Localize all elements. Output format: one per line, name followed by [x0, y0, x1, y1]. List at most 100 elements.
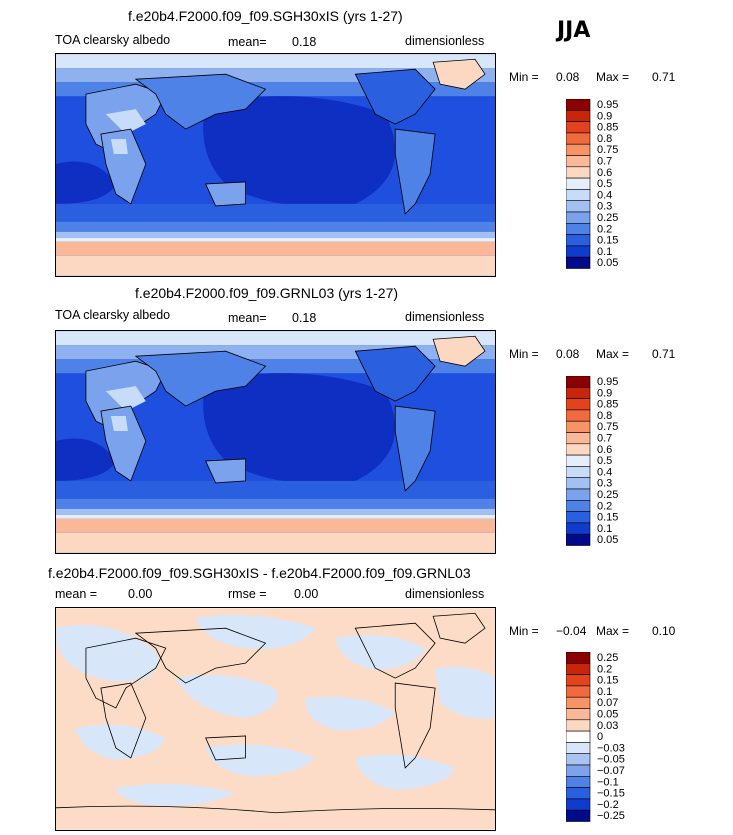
panel2-min-value: 0.08	[556, 347, 580, 361]
colorbar-tick-label: 0.05	[597, 534, 618, 546]
panel1-map	[55, 53, 496, 277]
colorbar-swatch	[566, 200, 591, 213]
panel3-max-value: 0.10	[652, 624, 676, 638]
colorbar-swatch	[566, 719, 591, 732]
colorbar-swatch	[566, 189, 591, 202]
colorbar-swatch	[566, 443, 591, 456]
colorbar-tick-label: 0.7	[597, 156, 612, 168]
colorbar-swatch	[566, 511, 591, 524]
panel1-max-label: Max =	[596, 70, 630, 84]
colorbar-swatch	[566, 132, 591, 145]
colorbar-swatch	[566, 420, 591, 433]
colorbar-tick-label: 0.7	[597, 433, 612, 445]
panel3-map-svg	[56, 608, 495, 830]
colorbar-tick-label: −0.2	[597, 799, 619, 811]
panel1-map-svg	[56, 54, 495, 276]
colorbar-tick-label: −0.07	[597, 765, 625, 777]
colorbar-swatch	[566, 730, 591, 743]
colorbar-swatch	[566, 166, 591, 179]
colorbar-swatch	[566, 432, 591, 445]
panel1-min-value: 0.08	[556, 70, 580, 84]
colorbar-tick-label: 0.9	[597, 110, 612, 122]
panel1-title: f.e20b4.F2000.f09_f09.SGH30xIS (yrs 1-27…	[128, 8, 403, 24]
colorbar-swatch	[566, 809, 591, 822]
colorbar-tick-label: 0	[597, 731, 603, 743]
colorbar-tick-label: 0.85	[597, 399, 618, 411]
colorbar-swatch	[566, 776, 591, 788]
colorbar-tick-label: −0.1	[597, 776, 619, 788]
colorbar-swatch	[566, 522, 591, 535]
panel2-min-label: Min =	[509, 347, 539, 361]
colorbar-tick-label: −0.05	[597, 754, 625, 766]
panel3-colorbar: 0.25 0.2 0.15 0.1 0.07 0.05 0.03 0 −0.03 −0.05 −0.…	[566, 652, 666, 832]
colorbar-swatch	[566, 454, 591, 467]
panel3-units: dimensionless	[405, 587, 485, 601]
panel3-mean-label: mean =	[55, 587, 98, 601]
panel3-map	[55, 607, 496, 831]
panel1-mean-label: mean=	[228, 35, 267, 49]
colorbar-swatch	[566, 387, 591, 399]
colorbar-tick-label: 0.15	[597, 675, 618, 687]
colorbar-swatch	[566, 177, 591, 190]
panel2-max-label: Max =	[596, 347, 630, 361]
colorbar-tick-label: 0.75	[597, 421, 618, 433]
colorbar-tick-label: 0.15	[597, 235, 618, 247]
colorbar-swatch	[566, 466, 591, 479]
colorbar-tick-label: 0.6	[597, 167, 612, 179]
panel2-mean-value: 0.18	[292, 311, 317, 325]
panel2-max-value: 0.71	[652, 347, 676, 361]
panel3-min-value: −0.04	[556, 624, 587, 638]
colorbar-tick-label: 0.05	[597, 257, 618, 269]
colorbar-swatch	[566, 477, 591, 490]
panel2-variable-label: TOA clearsky albedo	[55, 308, 171, 322]
colorbar-tick-label: 0.1	[597, 686, 612, 698]
colorbar-tick-label: 0.9	[597, 387, 612, 399]
colorbar-swatch	[566, 245, 591, 258]
colorbar-tick-label: 0.4	[597, 189, 612, 201]
colorbar-swatch	[566, 753, 591, 766]
colorbar-tick-label: 0.1	[597, 523, 612, 535]
colorbar-tick-label: 0.6	[597, 444, 612, 456]
panel2-title: f.e20b4.F2000.f09_f09.GRNL03 (yrs 1-27)	[135, 285, 399, 301]
colorbar-swatch	[566, 256, 591, 269]
colorbar-swatch	[566, 663, 591, 675]
colorbar-tick-label: 0.5	[597, 455, 612, 467]
panel3-title: f.e20b4.F2000.f09_f09.SGH30xIS - f.e20b4…	[48, 565, 471, 581]
colorbar-tick-label: −0.03	[597, 742, 625, 754]
colorbar-tick-label: 0.95	[597, 376, 618, 388]
colorbar-swatch	[566, 409, 591, 422]
panel2-colorbar-svg: 0.950.90.850.80.750.70.60.50.40.30.250.2…	[566, 376, 618, 546]
panel1-max-value: 0.71	[652, 70, 676, 84]
colorbar-swatch	[566, 742, 591, 755]
colorbar-tick-label: 0.03	[597, 720, 618, 732]
panel1-colorbar-svg: 0.950.90.850.80.750.70.60.50.40.30.250.2…	[566, 99, 618, 269]
colorbar-swatch	[566, 234, 591, 247]
colorbar-swatch	[566, 155, 591, 168]
colorbar-tick-label: 0.75	[597, 144, 618, 156]
panel2-units: dimensionless	[405, 310, 485, 324]
colorbar-tick-label: 0.85	[597, 122, 618, 134]
colorbar-swatch	[566, 398, 591, 411]
colorbar-tick-label: 0.2	[597, 500, 612, 512]
colorbar-swatch	[566, 99, 591, 111]
panel3-colorbar-svg: 0.250.20.150.10.070.050.030−0.03−0.05−0.…	[566, 652, 625, 822]
colorbar-swatch	[566, 223, 591, 235]
colorbar-swatch	[566, 764, 591, 777]
panel3-rmse-value: 0.00	[294, 587, 319, 601]
colorbar-tick-label: 0.25	[597, 212, 618, 224]
colorbar-tick-label: 0.3	[597, 478, 612, 490]
colorbar-tick-label: 0.25	[597, 489, 618, 501]
colorbar-tick-label: 0.5	[597, 178, 612, 190]
colorbar-swatch	[566, 143, 591, 156]
colorbar-swatch	[566, 211, 591, 224]
colorbar-swatch	[566, 533, 591, 546]
panel3-max-label: Max =	[596, 624, 630, 638]
colorbar-tick-label: 0.1	[597, 246, 612, 258]
colorbar-tick-label: 0.4	[597, 466, 612, 478]
colorbar-swatch	[566, 121, 591, 134]
colorbar-tick-label: 0.8	[597, 133, 612, 145]
panel2-mean-label: mean=	[228, 311, 267, 325]
colorbar-tick-label: −0.15	[597, 788, 625, 800]
panel1-mean-value: 0.18	[292, 35, 317, 49]
colorbar-tick-label: 0.8	[597, 410, 612, 422]
